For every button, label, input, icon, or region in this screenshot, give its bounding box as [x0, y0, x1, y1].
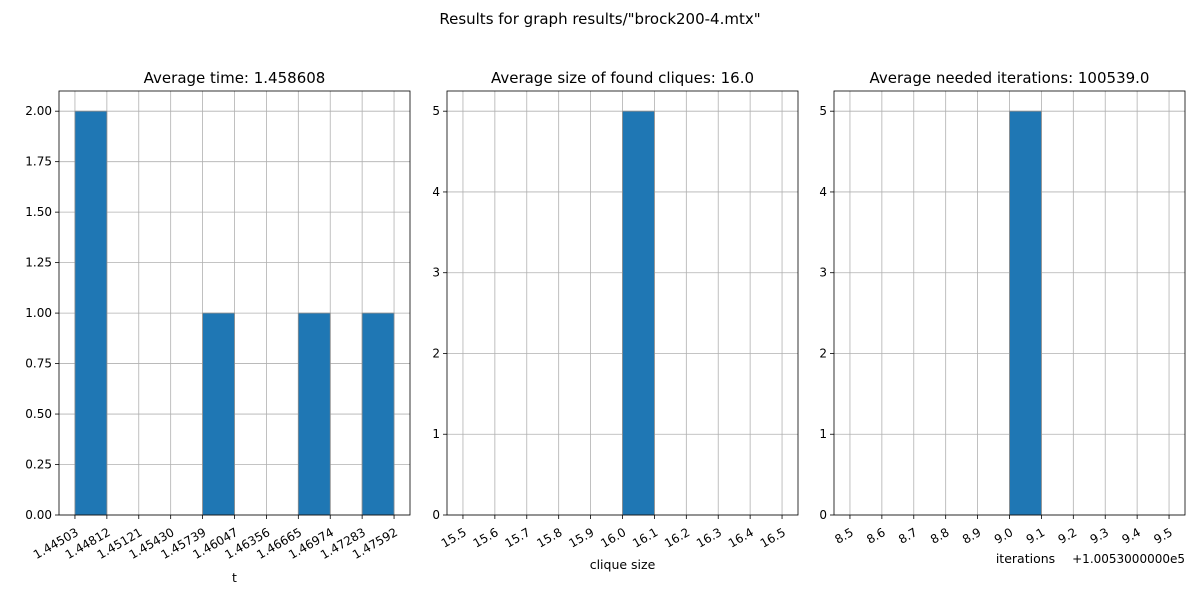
x-tick-label: 16.3	[694, 525, 724, 550]
chart-title: Average needed iterations: 100539.0	[870, 69, 1150, 87]
chart-panel-1: 1.445031.448121.451211.454301.457391.460…	[25, 69, 411, 585]
x-tick-label: 9.2	[1056, 525, 1080, 547]
y-tick-label: 0.25	[25, 458, 52, 472]
figure-title: Results for graph results/"brock200-4.mt…	[439, 10, 761, 28]
x-tick-label: 8.9	[960, 525, 984, 547]
y-tick-label: 2	[432, 346, 440, 360]
y-tick-label: 1.25	[25, 256, 52, 270]
chart-panel-3: 8.5 8.6 8.7 8.8 8.9 9.0 9.1 9.2 9.3 9.4 9.5 0 1 2 3 4 5 A…	[819, 69, 1186, 566]
x-tick-label: 15.9	[566, 525, 596, 550]
y-tick-label: 3	[819, 266, 827, 280]
x-tick-label: 9.4	[1119, 525, 1143, 547]
y-tick-label: 3	[432, 266, 440, 280]
y-tick-label: 2	[819, 346, 827, 360]
x-axis-label: iterations	[996, 551, 1055, 566]
x-axis-label: t	[232, 570, 237, 585]
y-tick-label: 1.75	[25, 155, 52, 169]
x-tick-label: 9.1	[1024, 525, 1048, 547]
histogram-bar	[202, 312, 235, 516]
y-tick-label: 5	[432, 104, 440, 118]
y-tick-label: 1	[432, 427, 440, 441]
histogram-bar	[622, 110, 655, 516]
x-tick-label: 9.5	[1151, 525, 1175, 547]
chart-panel-2: 15.5 15.6 15.7 15.8 15.9 16.0 16.1 16.2 16.3 16.4…	[432, 69, 799, 572]
x-axis-label: clique size	[590, 557, 656, 572]
y-tick-label: 0.75	[25, 357, 52, 371]
x-tick-label: 16.5	[758, 525, 788, 550]
x-tick-label: 9.0	[992, 525, 1016, 547]
x-tick-label: 16.4	[726, 525, 756, 550]
y-tick-label: 4	[819, 185, 827, 199]
y-tick-label: 2.00	[25, 104, 52, 118]
x-tick-label: 15.6	[471, 525, 501, 550]
y-tick-label: 0	[819, 508, 827, 522]
histogram-bar	[74, 110, 108, 516]
x-tick-label: 15.5	[439, 525, 469, 550]
y-tick-label: 1.00	[25, 306, 52, 320]
chart-title: Average size of found cliques: 16.0	[491, 69, 754, 87]
x-tick-label: 15.8	[534, 525, 564, 550]
x-tick-label: 9.3	[1088, 525, 1112, 547]
y-tick-label: 0.50	[25, 407, 52, 421]
x-tick-label: 16.2	[662, 525, 692, 550]
x-tick-label: 8.5	[832, 525, 856, 547]
y-tick-label: 0.00	[25, 508, 52, 522]
y-tick-label: 0	[432, 508, 440, 522]
y-tick-label: 1	[819, 427, 827, 441]
x-tick-label: 8.7	[896, 525, 920, 547]
y-tick-label: 4	[432, 185, 440, 199]
y-tick-label: 5	[819, 104, 827, 118]
histogram-bar	[1009, 110, 1042, 516]
x-tick-label: 8.8	[928, 525, 952, 547]
chart-title: Average time: 1.458608	[144, 69, 326, 87]
x-tick-label: 16.0	[598, 525, 628, 550]
y-tick-label: 1.50	[25, 205, 52, 219]
histogram-bar	[361, 312, 395, 516]
x-tick-label: 16.1	[630, 525, 660, 550]
histogram-bar	[297, 312, 331, 516]
x-tick-label: 15.7	[503, 525, 533, 550]
x-axis-offset: +1.0053000000e5	[1072, 552, 1185, 566]
x-tick-label: 8.6	[864, 525, 888, 547]
